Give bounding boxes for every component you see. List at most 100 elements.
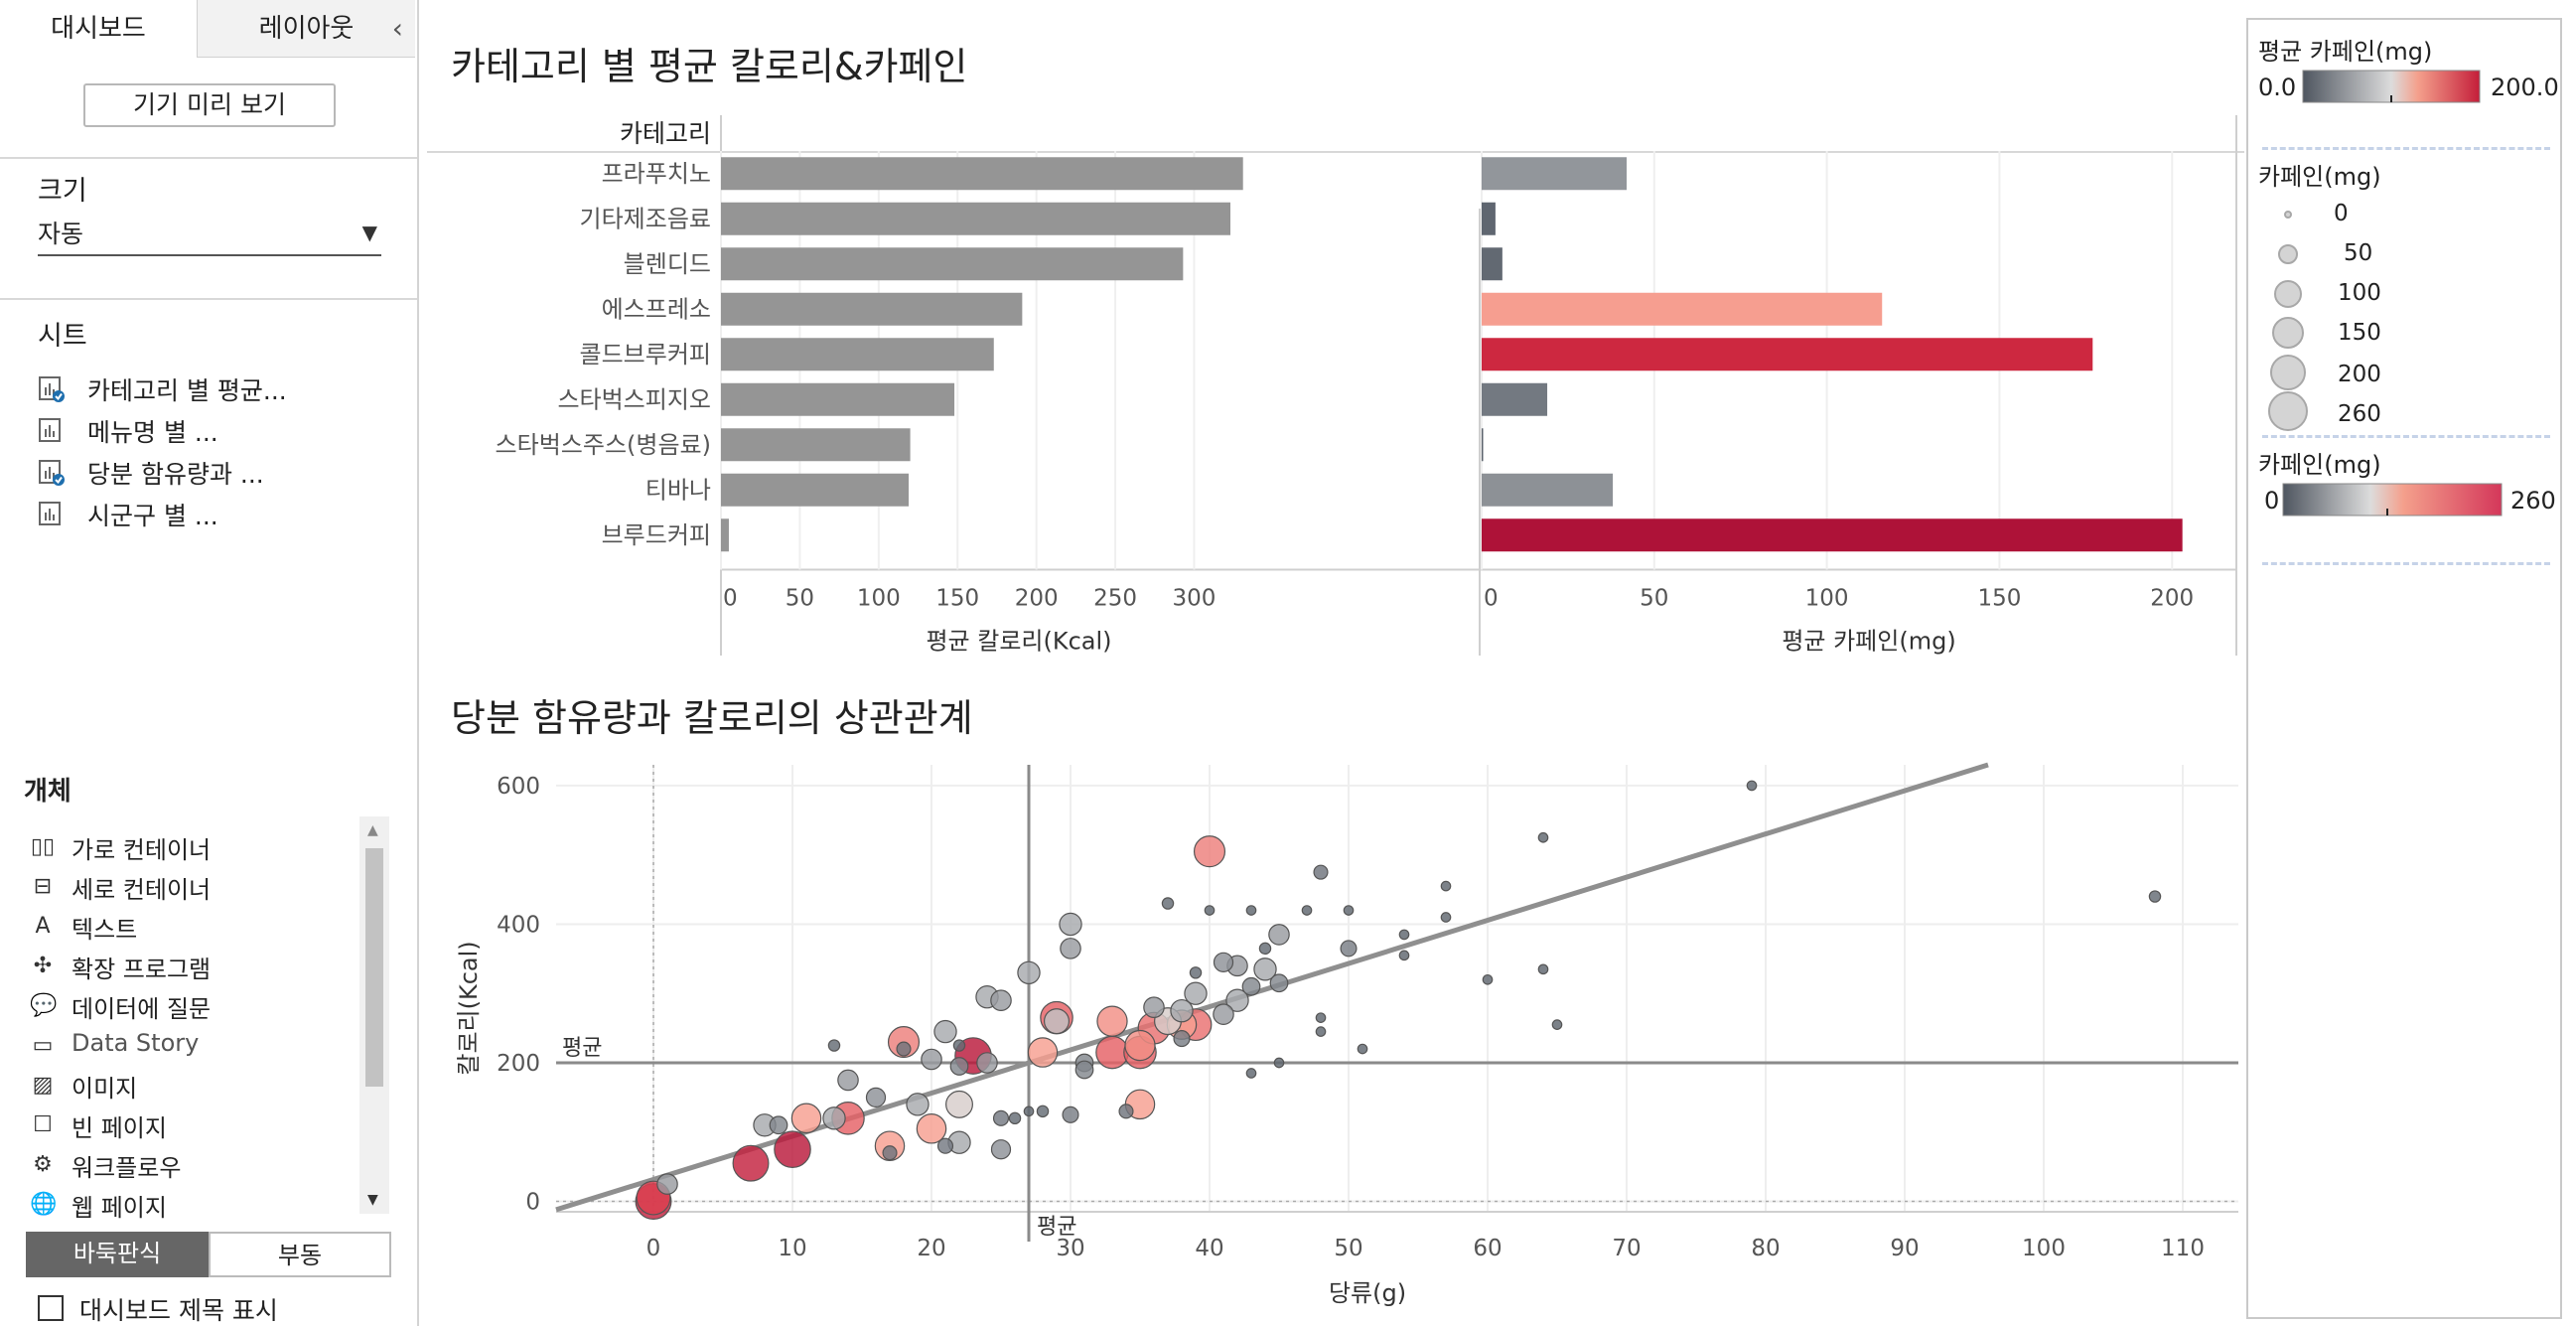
collapse-panel-icon[interactable]: ‹ [391,12,403,45]
x-tick-label: 20 [917,1236,945,1261]
scatter-point [1008,1111,1022,1125]
scatter-point [1213,1003,1234,1025]
tab-dashboard[interactable]: 대시보드 [0,0,197,58]
scatter-point [1036,1105,1050,1118]
legend-color2-ramp [2282,483,2503,516]
scatter-point [1096,1005,1128,1037]
horizontal-container-icon: ▯▯ [30,834,56,859]
x-axis-label: 평균 카페인(mg) [1782,628,1955,656]
x-tick-label: 200 [1015,586,1059,612]
size-legend-value: 50 [2344,240,2373,266]
scroll-up-icon[interactable]: ▲ [367,822,378,838]
objects-scrollbar[interactable]: ▲ ▼ [359,816,389,1214]
size-legend-item: 200 [2258,354,2546,393]
x-axis-label: 당류(g) [1329,1279,1406,1307]
x-tick-label: 80 [1751,1236,1780,1261]
sugar-calorie-scatter: 0 10 20 30 40 50 60 70 80 90 100 1100200400600평균평균당… [455,762,2238,1307]
sheet-icon [39,502,61,525]
x-tick-label: 90 [1890,1236,1919,1261]
calorie-bar [721,338,994,371]
show-title-checkbox[interactable] [38,1295,64,1321]
object-label: 웹 페이지 [72,1194,167,1222]
size-legend-value: 150 [2338,320,2381,346]
floating-button[interactable]: 부동 [209,1232,391,1277]
x-tick-label: 250 [1093,586,1137,612]
image-icon: ▨ [32,1073,54,1098]
calorie-bar [721,428,911,462]
scatter-point [1189,966,1203,979]
caffeine-bar [1482,473,1614,507]
object-label: 가로 컨테이너 [72,836,212,864]
scatter-point [945,1090,973,1118]
sheet-used-icon [39,376,65,402]
category-label: 기타제조음료 [580,205,711,232]
x-tick-label: 150 [1977,586,2021,612]
x-tick-label: 60 [1473,1236,1502,1261]
category-label: 브루드커피 [602,521,711,549]
scroll-down-icon[interactable]: ▼ [367,1192,378,1208]
scatter-point [1059,912,1082,937]
average-label: 평균 [562,1036,602,1061]
sheet-icon [39,418,61,442]
scrollbar-thumb[interactable] [365,848,383,1087]
dropdown-arrow-icon: ▼ [361,221,377,244]
x-tick-label: 40 [1195,1236,1223,1261]
scatter-point [1537,963,1549,975]
device-preview-button[interactable]: 기기 미리 보기 [83,83,336,127]
sheets-section-title: 시트 [38,321,87,352]
tiled-button[interactable]: 바둑판식 [26,1232,209,1277]
legend-panel: 평균 카페인(mg) 0.0 200.0 카페인(mg) 0 50 100 15… [2246,18,2562,1319]
size-select[interactable]: 자동 ▼ [38,215,381,256]
legend-color2-max: 260 [2510,487,2556,515]
tab-layout[interactable]: 레이아웃 [197,0,415,58]
x-tick-label: 50 [786,586,814,612]
scatter-point [1184,981,1208,1005]
legend-caffeine-avg-title: 평균 카페인(mg) [2258,38,2433,66]
scatter-point [1043,1008,1071,1035]
scatter-point [882,1145,898,1161]
scatter-point [822,1106,846,1130]
scatter-point [1340,940,1358,958]
object-label: 확장 프로그램 [72,956,212,983]
size-legend-item: 50 [2258,234,2546,274]
x-tick-label: 150 [935,586,979,612]
scatter-point [865,1087,887,1108]
scatter-point [827,1039,841,1052]
calorie-bar [721,292,1023,326]
caffeine-bar [1482,518,2183,552]
objects-section: 개체 [0,759,417,1326]
size-select-value: 자동 [38,220,84,248]
calorie-bar [721,157,1243,191]
average-label: 평균 [1037,1215,1076,1240]
scatter-point [1343,905,1355,916]
vertical-container-icon: ⊟ [33,874,53,899]
scatter-point [769,1115,788,1135]
legend-divider [2262,562,2550,565]
size-legend-value: 200 [2338,362,2381,387]
x-tick-label: 100 [1805,586,1849,612]
sheet-item-label: 메뉴명 별 ... [87,418,218,447]
caffeine-bar [1482,202,1496,235]
legend-divider [2262,147,2550,150]
category-bar-charts: 카테고리프라푸치노기타제조음료블렌디드에스프레소콜드브루커피스타벅스피지오스타벅… [427,115,2244,656]
sheet-used-icon [39,460,65,486]
scatter-point [1551,1019,1563,1030]
calorie-bar [721,518,729,552]
scatter-point [1258,942,1272,956]
scatter-point [1060,938,1081,959]
workflow-icon: ⚙ [33,1152,53,1177]
scatter-point [1245,905,1257,916]
scatter-point [1301,905,1313,916]
scatter-point [1273,1057,1285,1069]
x-tick-label: 0 [723,586,738,612]
scatter-point [1193,835,1226,868]
x-tick-label: 200 [2150,586,2194,612]
objects-section-title: 개체 [24,777,72,807]
scatter-point [1118,1104,1134,1119]
scatter-point [1173,1030,1191,1048]
sheet-item-label: 당분 함유량과 ... [87,460,264,489]
scatter-point [1746,780,1758,792]
y-tick-label: 400 [497,912,540,938]
category-label: 티바나 [645,476,711,504]
scatter-point [933,1019,957,1044]
